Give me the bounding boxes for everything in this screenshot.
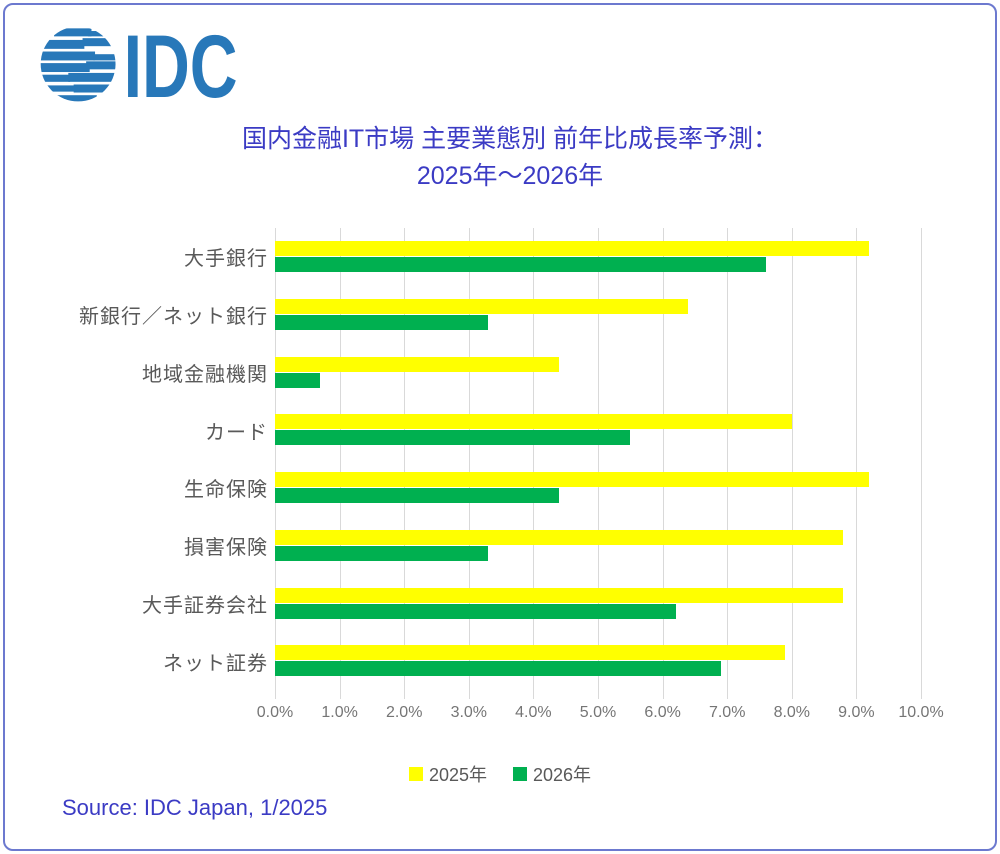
- x-tick-label: 10.0%: [898, 704, 944, 721]
- x-axis-labels: 0.0% 1.0% 2.0% 3.0% 4.0% 5.0% 6.0% 7.0% 8.0% 9.0%…: [257, 704, 944, 728]
- legend-swatch-icon: [408, 767, 423, 781]
- bar-2025年: [275, 587, 844, 603]
- bar-row: [275, 344, 921, 402]
- bar-row: [275, 286, 921, 344]
- x-tick-mark: [921, 690, 922, 699]
- legend-label: 2025年: [428, 765, 487, 785]
- source-note: Source: IDC Japan, 1/2025: [62, 795, 328, 820]
- x-tick-mark: [856, 690, 858, 699]
- gridline: [856, 228, 858, 690]
- x-tick-mark: [339, 690, 341, 699]
- bar-2026年: [275, 661, 721, 677]
- idc-logo: IDC: [38, 16, 243, 116]
- legend: 2025年 2026年: [0, 761, 1000, 787]
- bar-row: [275, 575, 921, 633]
- gridline: [921, 228, 922, 690]
- bar-2025年: [275, 298, 689, 314]
- gridline: [791, 228, 793, 690]
- bar-2025年: [275, 472, 870, 487]
- x-tick-label: 6.0%: [644, 704, 681, 721]
- bar-2025年: [275, 414, 792, 430]
- gridline: [598, 228, 599, 690]
- bar-row: [275, 401, 921, 459]
- category-label: 大手証券会社: [142, 594, 268, 617]
- category-axis: 大手銀行新銀行／ネット銀行地域金融機関カード生命保険損害保険大手証券会社ネット証…: [40, 228, 268, 690]
- globe-icon: [40, 28, 116, 102]
- bar-2026年: [275, 603, 676, 619]
- category-label: ネット証券: [163, 652, 268, 675]
- x-tick-mark: [275, 690, 276, 699]
- chart-title: 国内金融IT市場 主要業態別 前年比成長率予測： 2025年～2026年: [70, 121, 950, 195]
- x-tick-label: 5.0%: [579, 704, 617, 721]
- chart-title-line1: 国内金融IT市場 主要業態別 前年比成長率予測：: [241, 125, 779, 153]
- gridline: [533, 228, 535, 690]
- gridline: [275, 228, 276, 690]
- category-label: 損害保険: [184, 537, 268, 560]
- x-tick-label: 9.0%: [838, 704, 875, 721]
- gridline: [339, 228, 341, 690]
- x-tick-mark: [727, 690, 729, 699]
- chart-title-line2: 2025年～2026年: [416, 162, 604, 190]
- legend-label: 2026年: [533, 765, 592, 785]
- bar-2026年: [275, 314, 489, 330]
- x-tick-label: 7.0%: [708, 704, 746, 721]
- legend-item: 2025年: [408, 761, 487, 787]
- x-tick-mark: [468, 690, 470, 699]
- category-label: 地域金融機関: [142, 363, 268, 386]
- bar-2026年: [275, 430, 631, 446]
- bar-rows: [275, 228, 921, 690]
- category-label: 新銀行／ネット銀行: [79, 306, 268, 329]
- x-tick-label: 2.0%: [385, 704, 423, 721]
- category-label: 生命保険: [184, 479, 268, 502]
- bar-2025年: [275, 356, 560, 372]
- x-tick-label: 0.0%: [256, 704, 294, 721]
- x-axis-ticks: [275, 690, 922, 699]
- category-label: 大手銀行: [184, 248, 268, 271]
- x-tick-label: 4.0%: [515, 704, 552, 721]
- idc-logo-text: IDC: [124, 20, 238, 108]
- x-tick-label: 8.0%: [773, 704, 811, 721]
- gridline: [727, 228, 729, 690]
- bar-2026年: [275, 488, 560, 503]
- x-tick-label: 1.0%: [321, 704, 358, 721]
- x-tick-label: 3.0%: [450, 704, 488, 721]
- bar-2025年: [275, 645, 786, 661]
- bar-2026年: [275, 545, 489, 561]
- x-tick-mark: [662, 690, 664, 699]
- category-label: カード: [205, 421, 268, 444]
- gridline: [662, 228, 664, 690]
- bar-2025年: [275, 241, 870, 256]
- bar-2025年: [275, 529, 844, 545]
- legend-swatch-icon: [513, 767, 527, 781]
- bar-2026年: [275, 372, 321, 388]
- gridline: [468, 228, 470, 690]
- x-tick-mark: [791, 690, 793, 699]
- bar-row: [275, 632, 921, 690]
- x-tick-mark: [533, 690, 535, 699]
- bar-row: [275, 228, 921, 286]
- idc-logo-graphic: IDC: [40, 16, 238, 116]
- bar-row: [275, 459, 921, 517]
- gridline: [404, 228, 406, 690]
- plot-area: [275, 228, 922, 690]
- x-tick-mark: [404, 690, 406, 699]
- bar-row: [275, 517, 921, 575]
- x-tick-mark: [598, 690, 599, 699]
- bar-2026年: [275, 257, 766, 272]
- legend-item: 2026年: [513, 761, 591, 787]
